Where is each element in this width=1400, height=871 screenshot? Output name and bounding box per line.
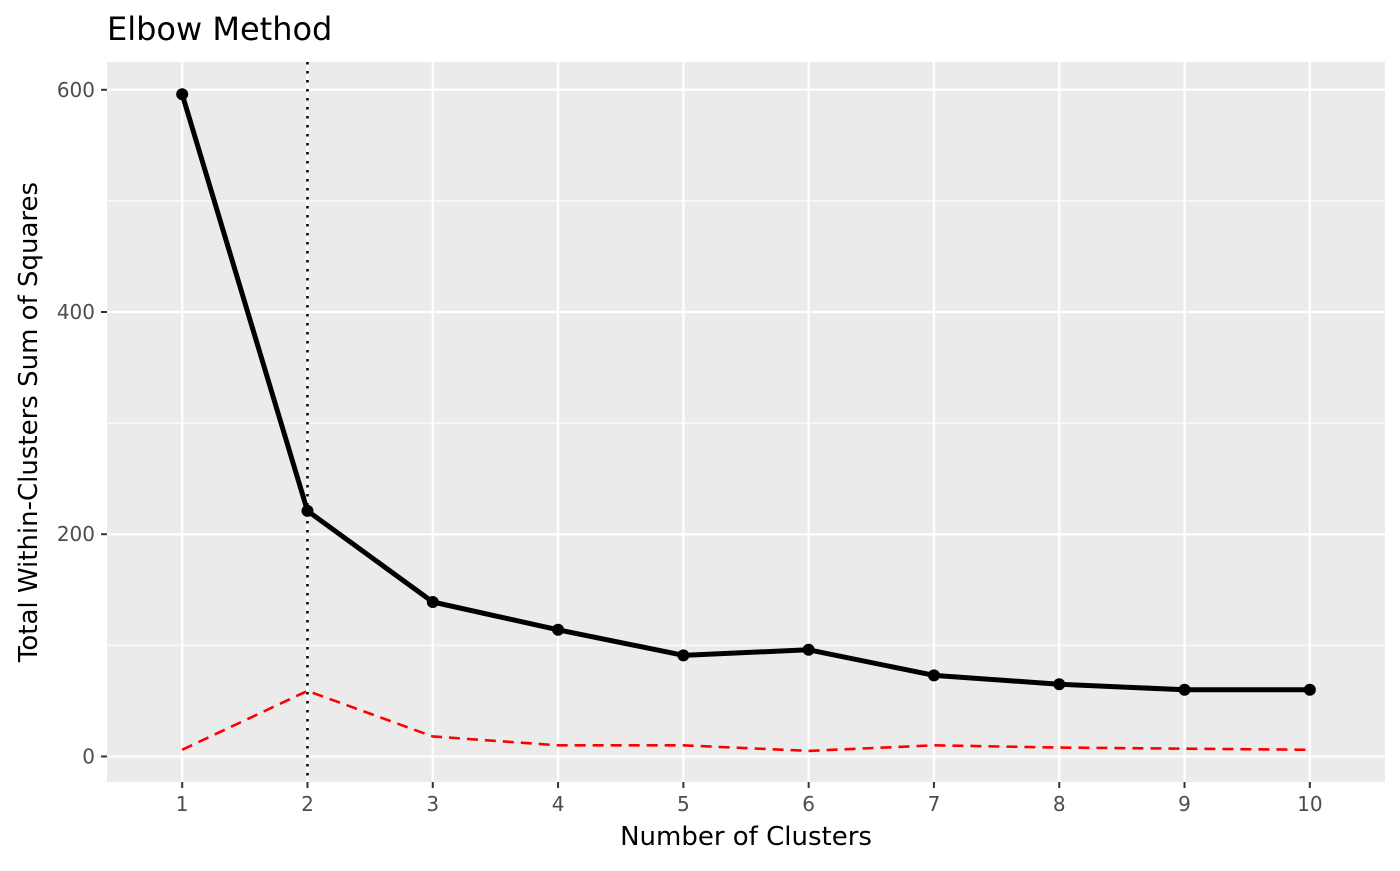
x-tick-label: 4 (552, 792, 565, 816)
plot-panel (107, 62, 1385, 782)
wss-point (1178, 683, 1191, 696)
series-layer (176, 62, 1316, 782)
y-tick-label: 600 (57, 78, 95, 102)
x-tick-label: 7 (928, 792, 941, 816)
wss-point (802, 643, 815, 656)
wss-point (1053, 678, 1066, 691)
y-axis-title: Total Within-Clusters Sum of Squares (14, 182, 44, 663)
x-tick-label: 1 (176, 792, 189, 816)
wss-point (426, 596, 439, 608)
x-tick-label: 3 (426, 792, 439, 816)
y-tick-label: 400 (57, 300, 95, 324)
grid-lines (107, 62, 1385, 782)
x-tick-label: 9 (1178, 792, 1191, 816)
chart-title: Elbow Method (107, 10, 332, 48)
x-tick-label: 6 (802, 792, 815, 816)
wss-point (552, 623, 565, 636)
x-axis-title: Number of Clusters (620, 822, 872, 852)
x-tick-label: 2 (301, 792, 314, 816)
tick-labels: 0 200 400 600 1 2 3 4 5 6 7 8 9 10 (57, 78, 1323, 816)
x-tick-label: 10 (1297, 792, 1322, 816)
wss-point (1303, 683, 1316, 696)
axis-ticks (101, 88, 1311, 788)
wss-line (179, 93, 1310, 693)
wss-point (176, 88, 189, 101)
x-tick-label: 8 (1053, 792, 1066, 816)
wss-point (301, 504, 314, 517)
wss-point (927, 669, 940, 682)
gap-line (181, 689, 1310, 753)
y-tick-label: 200 (57, 522, 95, 546)
y-tick-label: 0 (82, 744, 95, 768)
x-tick-label: 5 (677, 792, 690, 816)
wss-point (677, 649, 690, 662)
